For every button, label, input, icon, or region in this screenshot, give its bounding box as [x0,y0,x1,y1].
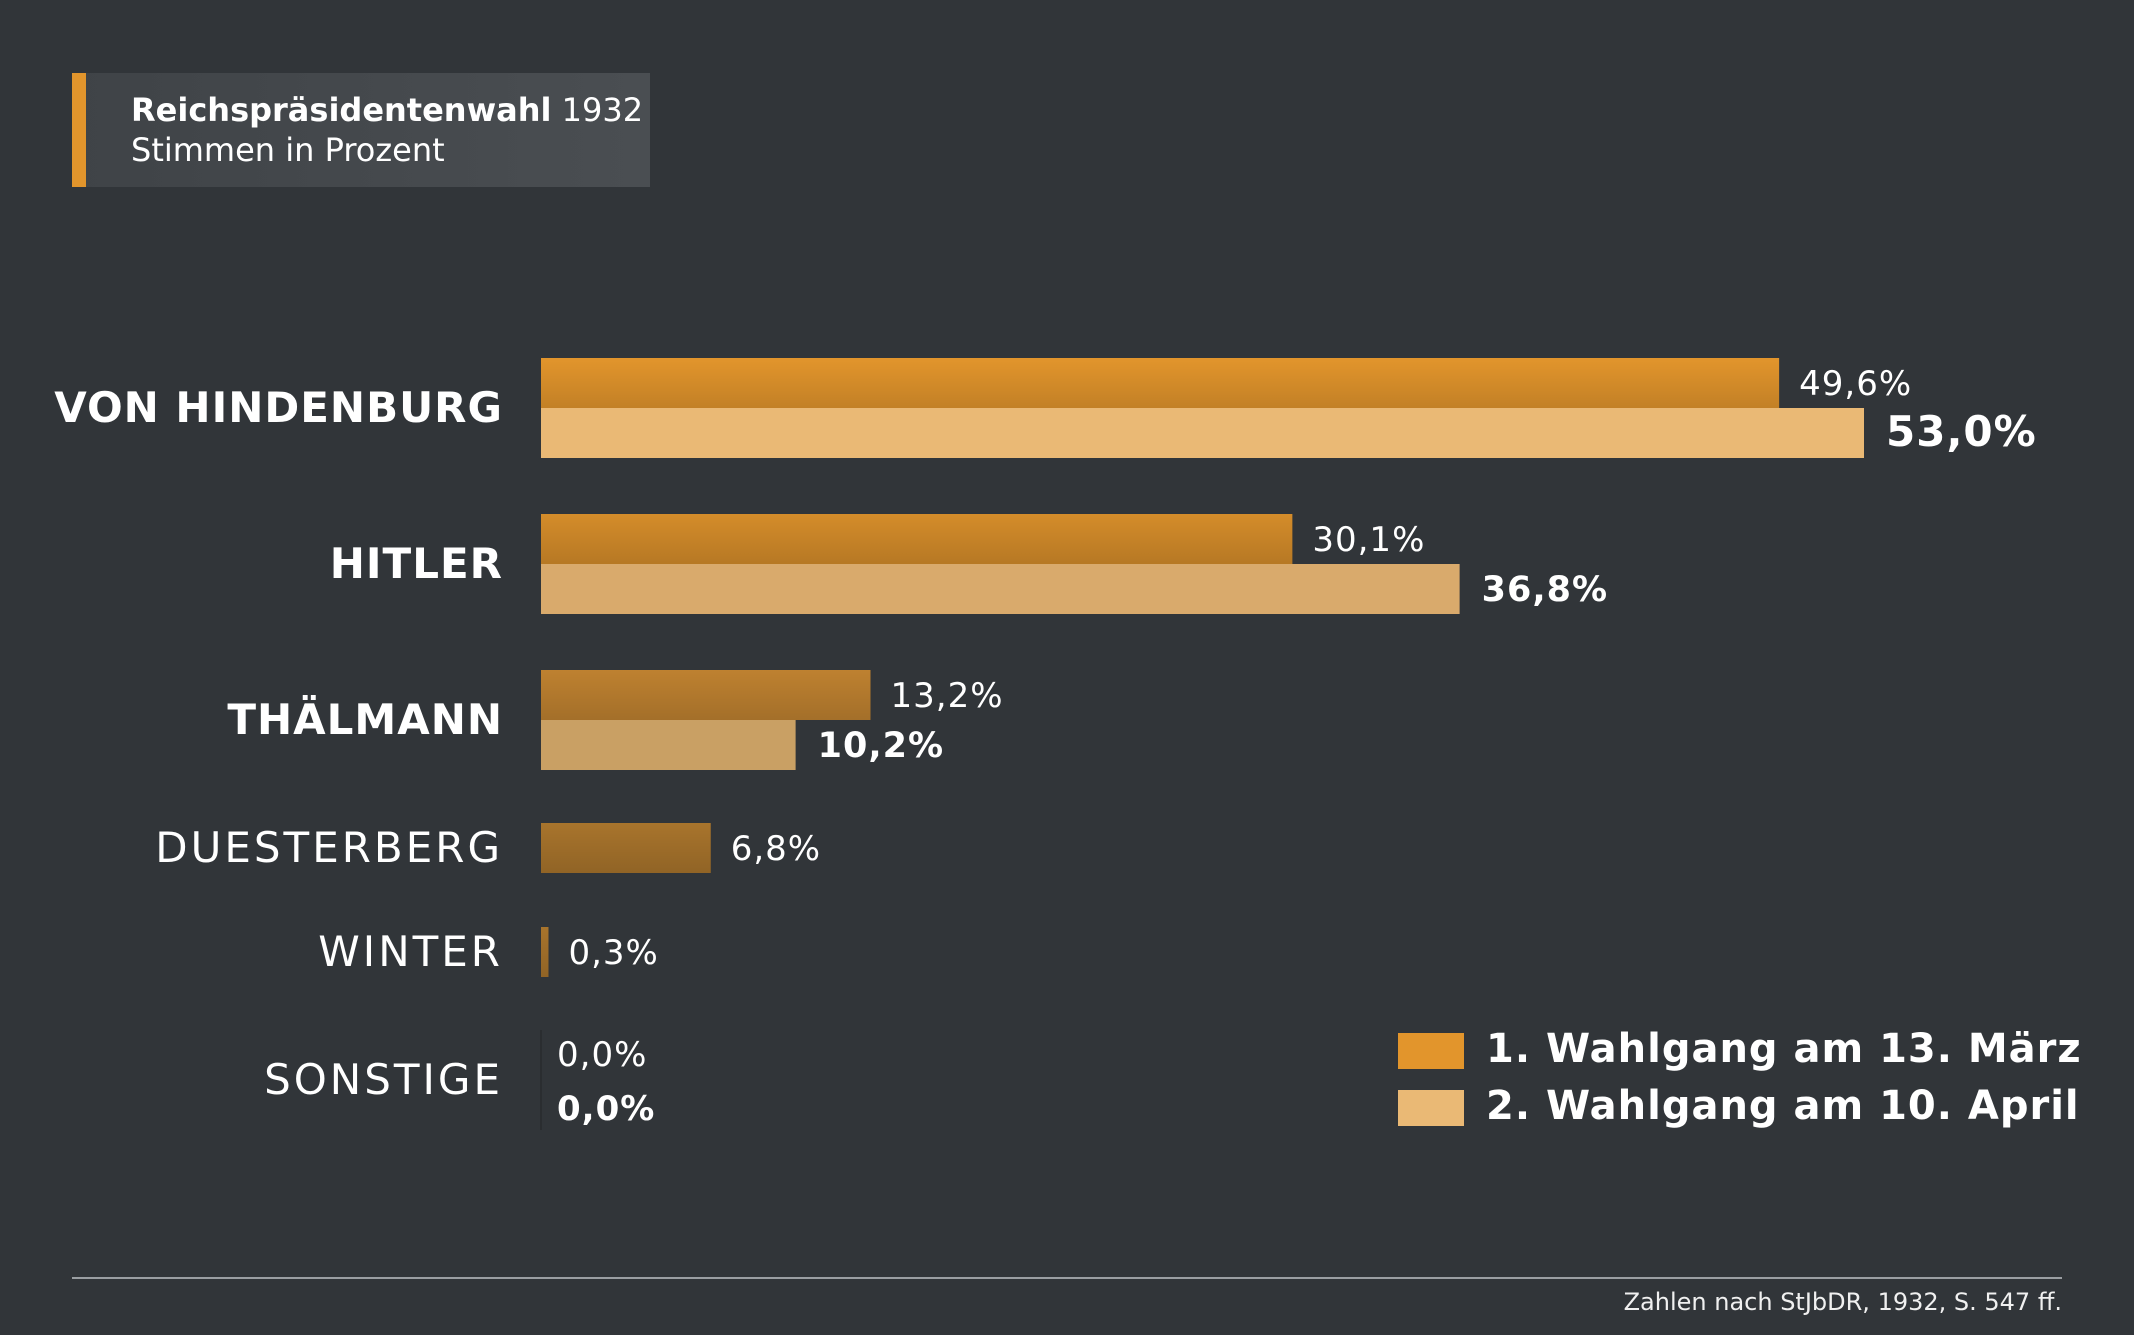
bar-shade-round1-von-hindenburg [541,358,1780,408]
footer-divider [72,1277,2062,1279]
category-label-th-lmann: THÄLMANN [227,694,503,744]
data-label-round2-hitler: 36,8% [1482,570,1608,610]
category-label-sonstige: SONSTIGE [264,1055,503,1104]
bar-shade-round1-th-lmann [541,670,871,720]
data-label-round1-sonstige: 0,0% [557,1035,647,1075]
bar-round2-hitler [541,564,1460,614]
bar-shade-round1-winter [541,927,549,977]
bar-shade-round1-hitler [541,514,1293,564]
source-note: Zahlen nach StJbDR, 1932, S. 547 ff. [1623,1288,2062,1316]
category-label-von-hindenburg: VON HINDENBURG [54,383,503,432]
category-label-duesterberg: DUESTERBERG [155,823,503,872]
chart-title-year: 1932 [561,91,644,129]
legend-swatch-round1 [1398,1033,1464,1069]
data-label-round2-von-hindenburg: 53,0% [1886,407,2037,456]
chart-title-bold: Reichspräsidentenwahl [131,91,552,129]
legend-label-round1: 1. Wahlgang am 13. März [1486,1026,2082,1072]
chart-title: Reichspräsidentenwahl 1932 [131,91,643,129]
data-label-round2-th-lmann: 10,2% [818,726,944,766]
data-label-round1-duesterberg: 6,8% [731,829,821,869]
category-label-hitler: HITLER [330,539,503,588]
data-label-round1-winter: 0,3% [568,933,658,973]
chart-title-box: Reichspräsidentenwahl 1932 Stimmen in Pr… [72,73,650,187]
legend-label-round2: 2. Wahlgang am 10. April [1486,1083,2080,1129]
legend-swatch-round2 [1398,1090,1464,1126]
data-label-round2-sonstige: 0,0% [557,1089,655,1129]
chart-subtitle: Stimmen in Prozent [131,131,445,169]
data-label-round1-th-lmann: 13,2% [891,676,1004,716]
data-label-round1-hitler: 30,1% [1312,520,1425,560]
bar-shade-round1-duesterberg [541,823,711,873]
category-label-winter: WINTER [318,927,503,976]
title-accent-bar [72,73,86,187]
data-label-round1-von-hindenburg: 49,6% [1799,364,1912,404]
bar-round2-von-hindenburg [541,408,1864,458]
bar-round2-th-lmann [541,720,796,770]
